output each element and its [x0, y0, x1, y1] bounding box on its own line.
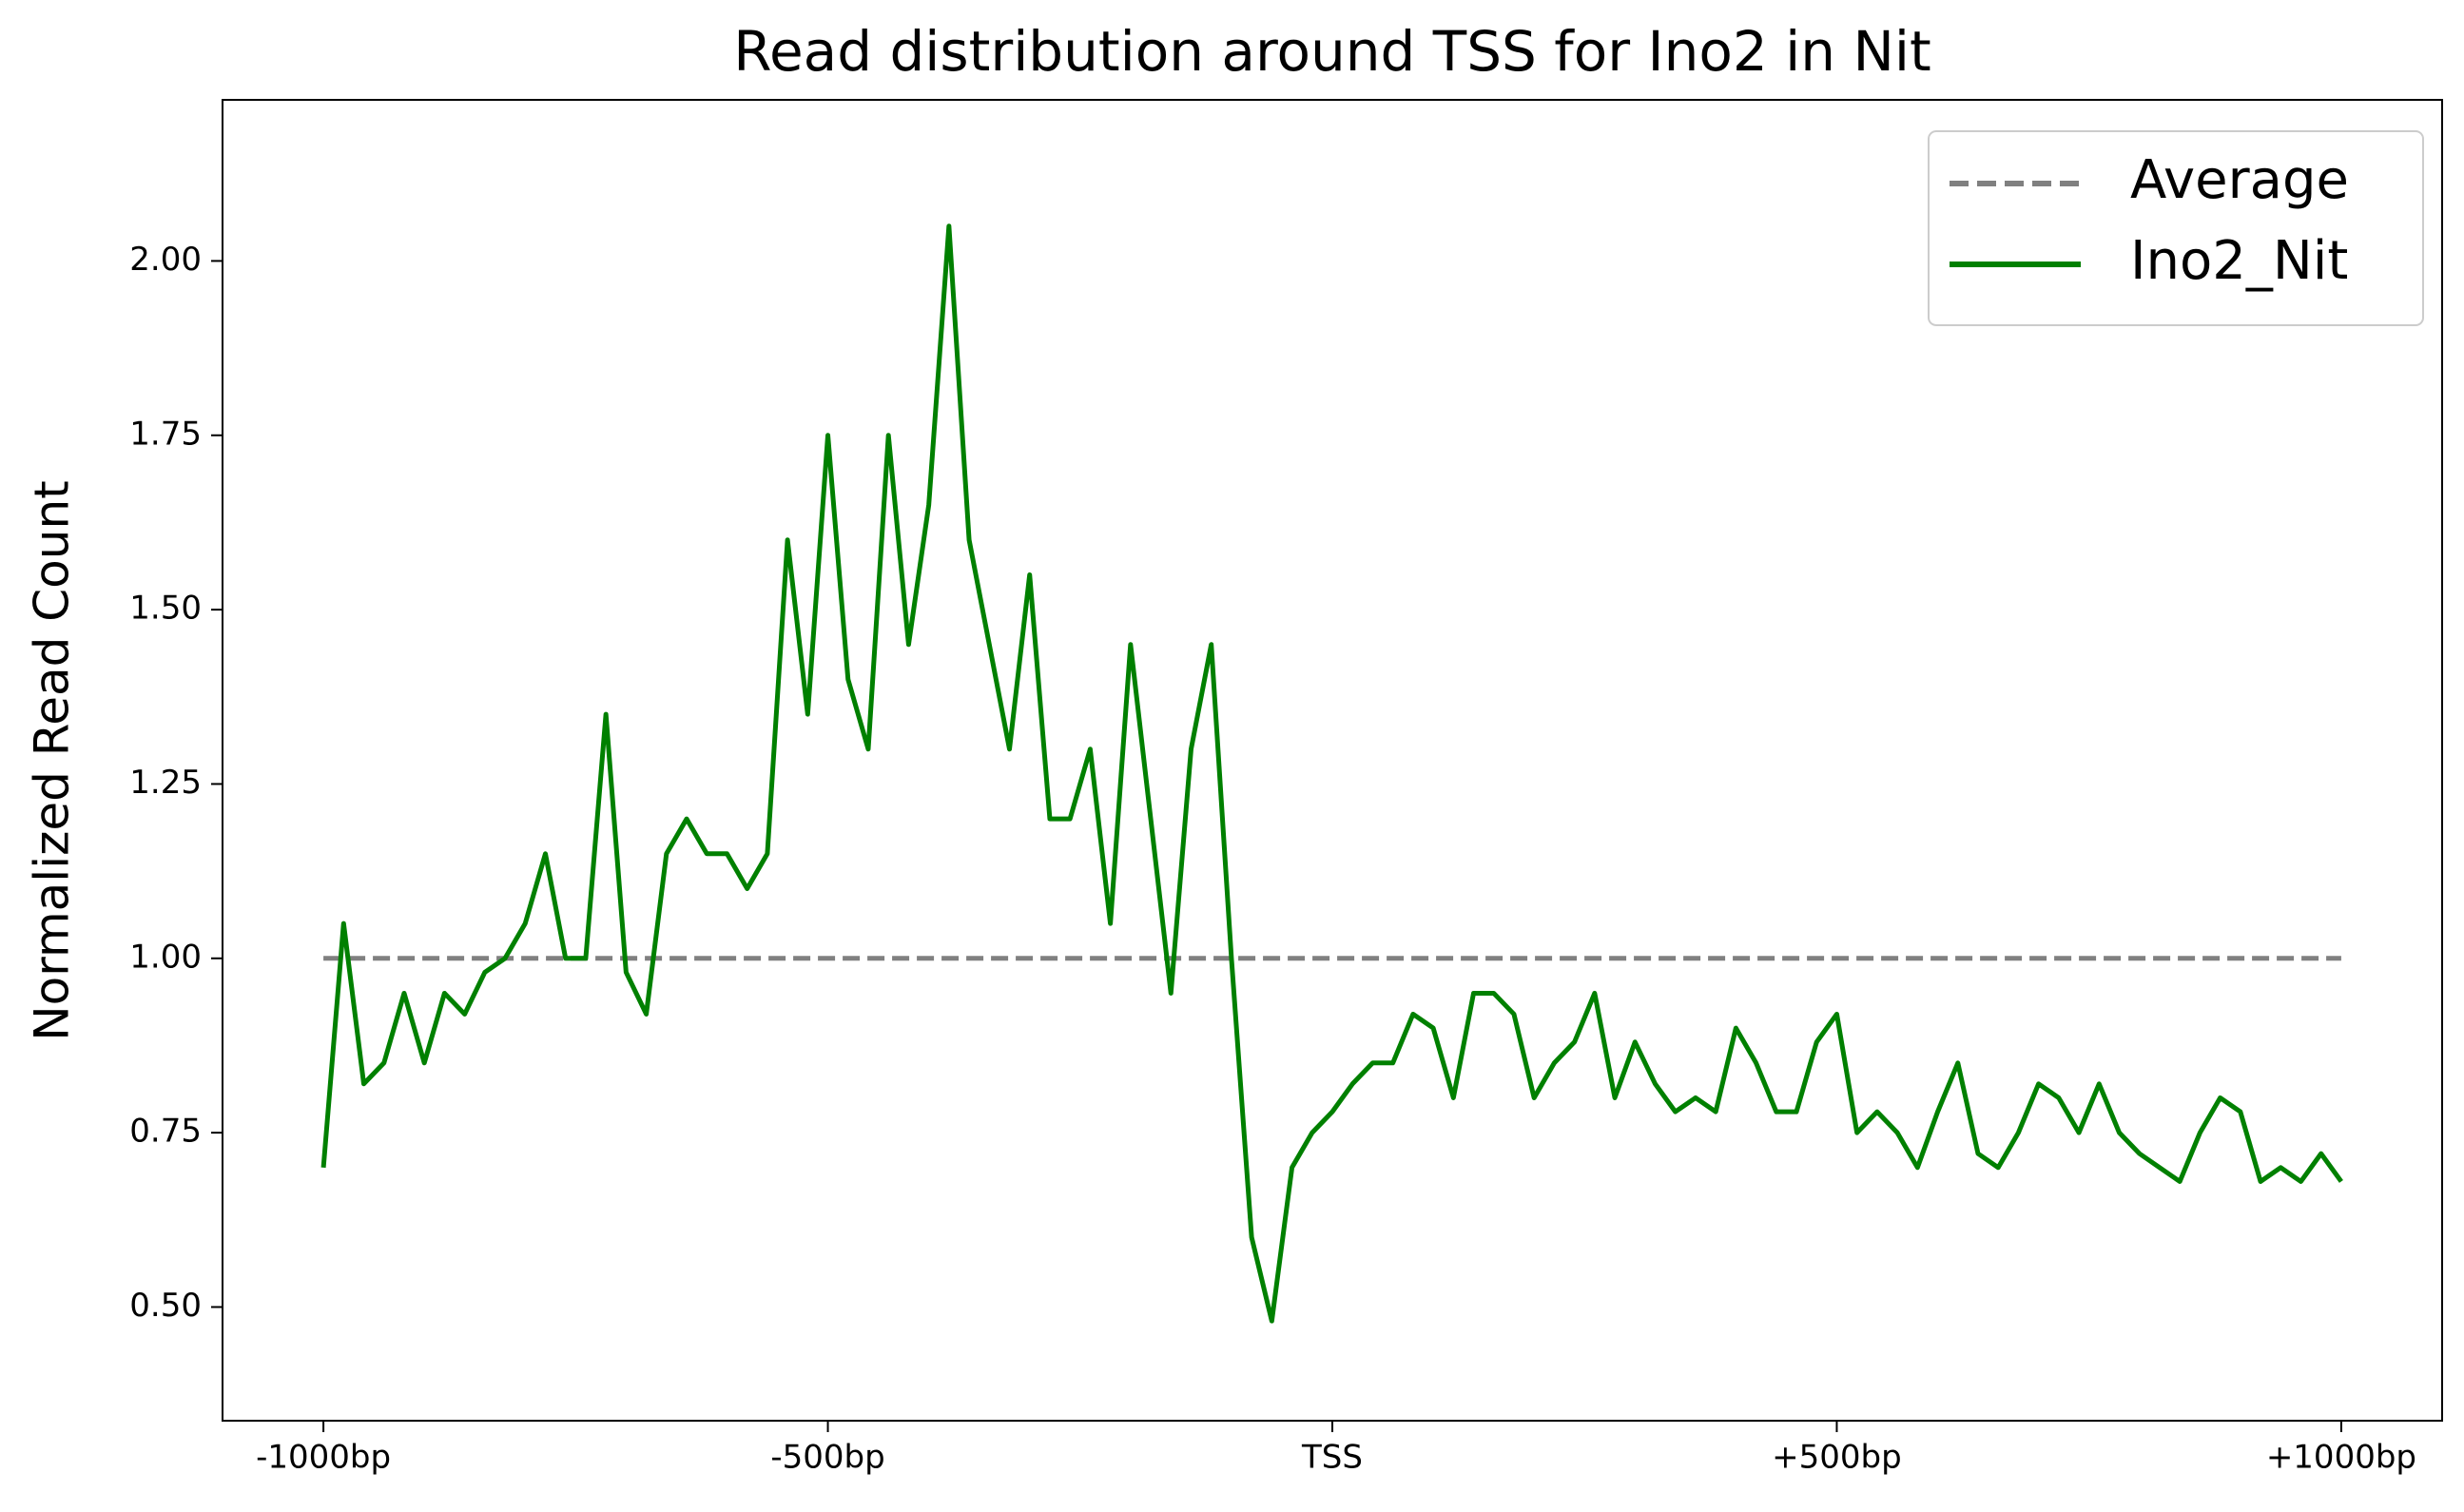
- legend-label: Average: [2130, 149, 2349, 211]
- y-axis-label: Normalized Read Count: [25, 480, 80, 1040]
- x-tick-label: -500bp: [770, 1439, 884, 1477]
- series-line: [320, 223, 2343, 1324]
- legend-box: [1928, 130, 2424, 326]
- legend-label: Ino2_Nit: [2130, 230, 2348, 292]
- x-tick-label: +500bp: [1772, 1439, 1902, 1477]
- y-tick-label: 0.75: [129, 1113, 202, 1151]
- plot-frame: [222, 99, 2443, 1422]
- y-tick-label: 1.25: [129, 764, 202, 802]
- x-tick-label: -1000bp: [256, 1439, 391, 1477]
- x-tick-label: TSS: [1301, 1439, 1363, 1477]
- y-tick-label: 1.75: [129, 415, 202, 453]
- y-tick-label: 1.50: [129, 590, 202, 628]
- y-tick-label: 1.00: [129, 938, 202, 976]
- legend: Average Ino2_Nit: [1928, 130, 2424, 326]
- x-tick-label: +1000bp: [2266, 1439, 2416, 1477]
- y-tick-label: 2.00: [129, 241, 202, 279]
- chart-title: Read distribution around TSS for Ino2 in…: [733, 19, 1930, 84]
- y-tick-label: 0.50: [129, 1287, 202, 1325]
